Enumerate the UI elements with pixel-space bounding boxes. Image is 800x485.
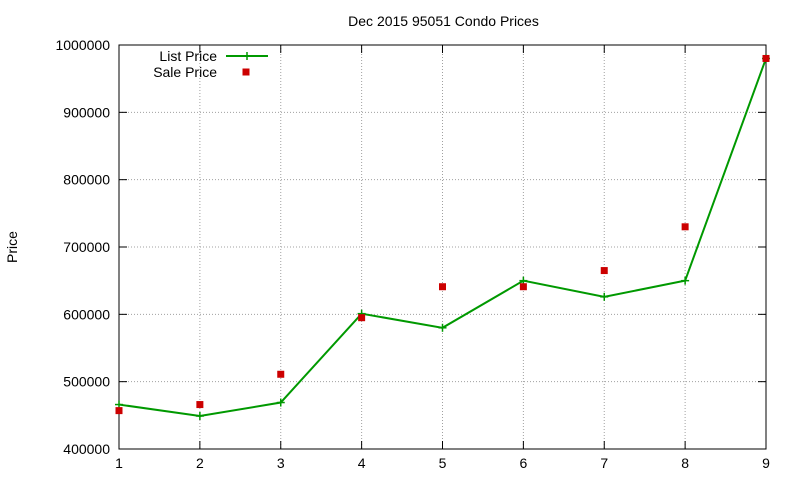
x-tick-label: 4 xyxy=(358,455,366,471)
y-tick-label: 800000 xyxy=(63,172,110,188)
x-tick-label: 3 xyxy=(277,455,285,471)
grid-layer xyxy=(119,45,766,449)
x-tick-label: 5 xyxy=(439,455,447,471)
y-tick-label: 900000 xyxy=(63,104,110,120)
list-price-point xyxy=(195,412,204,421)
chart-title: Dec 2015 95051 Condo Prices xyxy=(348,13,539,29)
sale-price-point xyxy=(196,401,204,409)
sale-price-point xyxy=(681,223,689,231)
sale-price-point xyxy=(277,370,285,378)
x-tick-label: 2 xyxy=(196,455,204,471)
x-tick-label: 7 xyxy=(600,455,608,471)
y-tick-label: 1000000 xyxy=(55,37,110,53)
list-price-point xyxy=(438,323,447,332)
legend-marker-list-price xyxy=(243,52,251,60)
list-price-point xyxy=(276,398,285,407)
sale-price-point xyxy=(762,54,770,62)
y-tick-label: 500000 xyxy=(63,374,110,390)
legend-label: List Price xyxy=(159,48,217,64)
list-price-point xyxy=(600,292,609,301)
tick-layer: 400000 500000 600000 700000 800000 900000 1000… xyxy=(55,37,770,471)
sale-price-point xyxy=(358,314,366,322)
x-tick-label: 8 xyxy=(681,455,689,471)
y-tick-label: 400000 xyxy=(63,441,110,457)
sale-price-point xyxy=(600,267,608,275)
x-tick-label: 1 xyxy=(115,455,123,471)
sale-price-point xyxy=(115,407,123,415)
y-tick-label: 700000 xyxy=(63,239,110,255)
x-tick-label: 6 xyxy=(519,455,527,471)
legend-label: Sale Price xyxy=(153,64,217,80)
x-tick-label: 9 xyxy=(762,455,770,471)
series-layer xyxy=(115,54,770,421)
list-price-point xyxy=(681,276,690,285)
sale-price-point xyxy=(439,283,446,291)
legend-marker-sale-price xyxy=(242,68,250,76)
y-tick-label: 600000 xyxy=(63,306,110,322)
y-axis-label: Price xyxy=(4,231,20,263)
sale-price-point xyxy=(519,283,527,291)
